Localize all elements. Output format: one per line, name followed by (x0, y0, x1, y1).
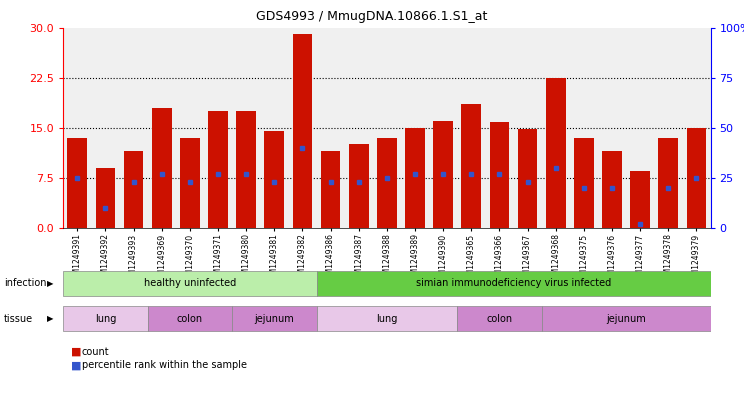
Bar (349, 144, 368, 228)
Bar (687, 128, 706, 228)
Text: jejunum: jejunum (606, 314, 646, 324)
Bar (490, 122, 510, 228)
Bar (405, 128, 425, 228)
Bar (63, 307, 147, 331)
Text: percentile rank within the sample: percentile rank within the sample (82, 360, 247, 371)
Bar (95, 168, 115, 228)
Text: jejunum: jejunum (254, 314, 294, 324)
Bar (63, 271, 316, 296)
Text: ■: ■ (71, 347, 81, 357)
Text: GDS4993 / MmugDNA.10866.1.S1_at: GDS4993 / MmugDNA.10866.1.S1_at (257, 10, 487, 23)
Bar (630, 171, 650, 228)
Text: ▶: ▶ (47, 279, 54, 288)
Bar (518, 129, 537, 228)
Bar (546, 78, 565, 228)
Text: colon: colon (177, 314, 203, 324)
Bar (264, 131, 284, 228)
Bar (316, 271, 711, 296)
Bar (147, 307, 232, 331)
Bar (316, 307, 458, 331)
Bar (574, 138, 594, 228)
Text: tissue: tissue (4, 314, 33, 324)
Bar (377, 138, 397, 228)
Bar (321, 151, 341, 228)
Bar (461, 104, 481, 228)
Bar (124, 151, 144, 228)
Bar (208, 111, 228, 228)
Text: lung: lung (94, 314, 116, 324)
Bar (180, 138, 199, 228)
Text: lung: lung (376, 314, 397, 324)
Bar (458, 307, 542, 331)
Bar (602, 151, 622, 228)
Text: ▶: ▶ (47, 314, 54, 323)
Text: colon: colon (487, 314, 513, 324)
Bar (292, 34, 312, 228)
Text: simian immunodeficiency virus infected: simian immunodeficiency virus infected (416, 278, 611, 288)
Bar (542, 307, 711, 331)
Bar (152, 108, 172, 228)
Text: ■: ■ (71, 360, 81, 371)
Bar (68, 138, 87, 228)
Text: count: count (82, 347, 109, 357)
Text: healthy uninfected: healthy uninfected (144, 278, 236, 288)
Bar (433, 121, 453, 228)
Bar (658, 138, 678, 228)
Bar (232, 307, 316, 331)
Text: infection: infection (4, 278, 46, 288)
Bar (237, 111, 256, 228)
